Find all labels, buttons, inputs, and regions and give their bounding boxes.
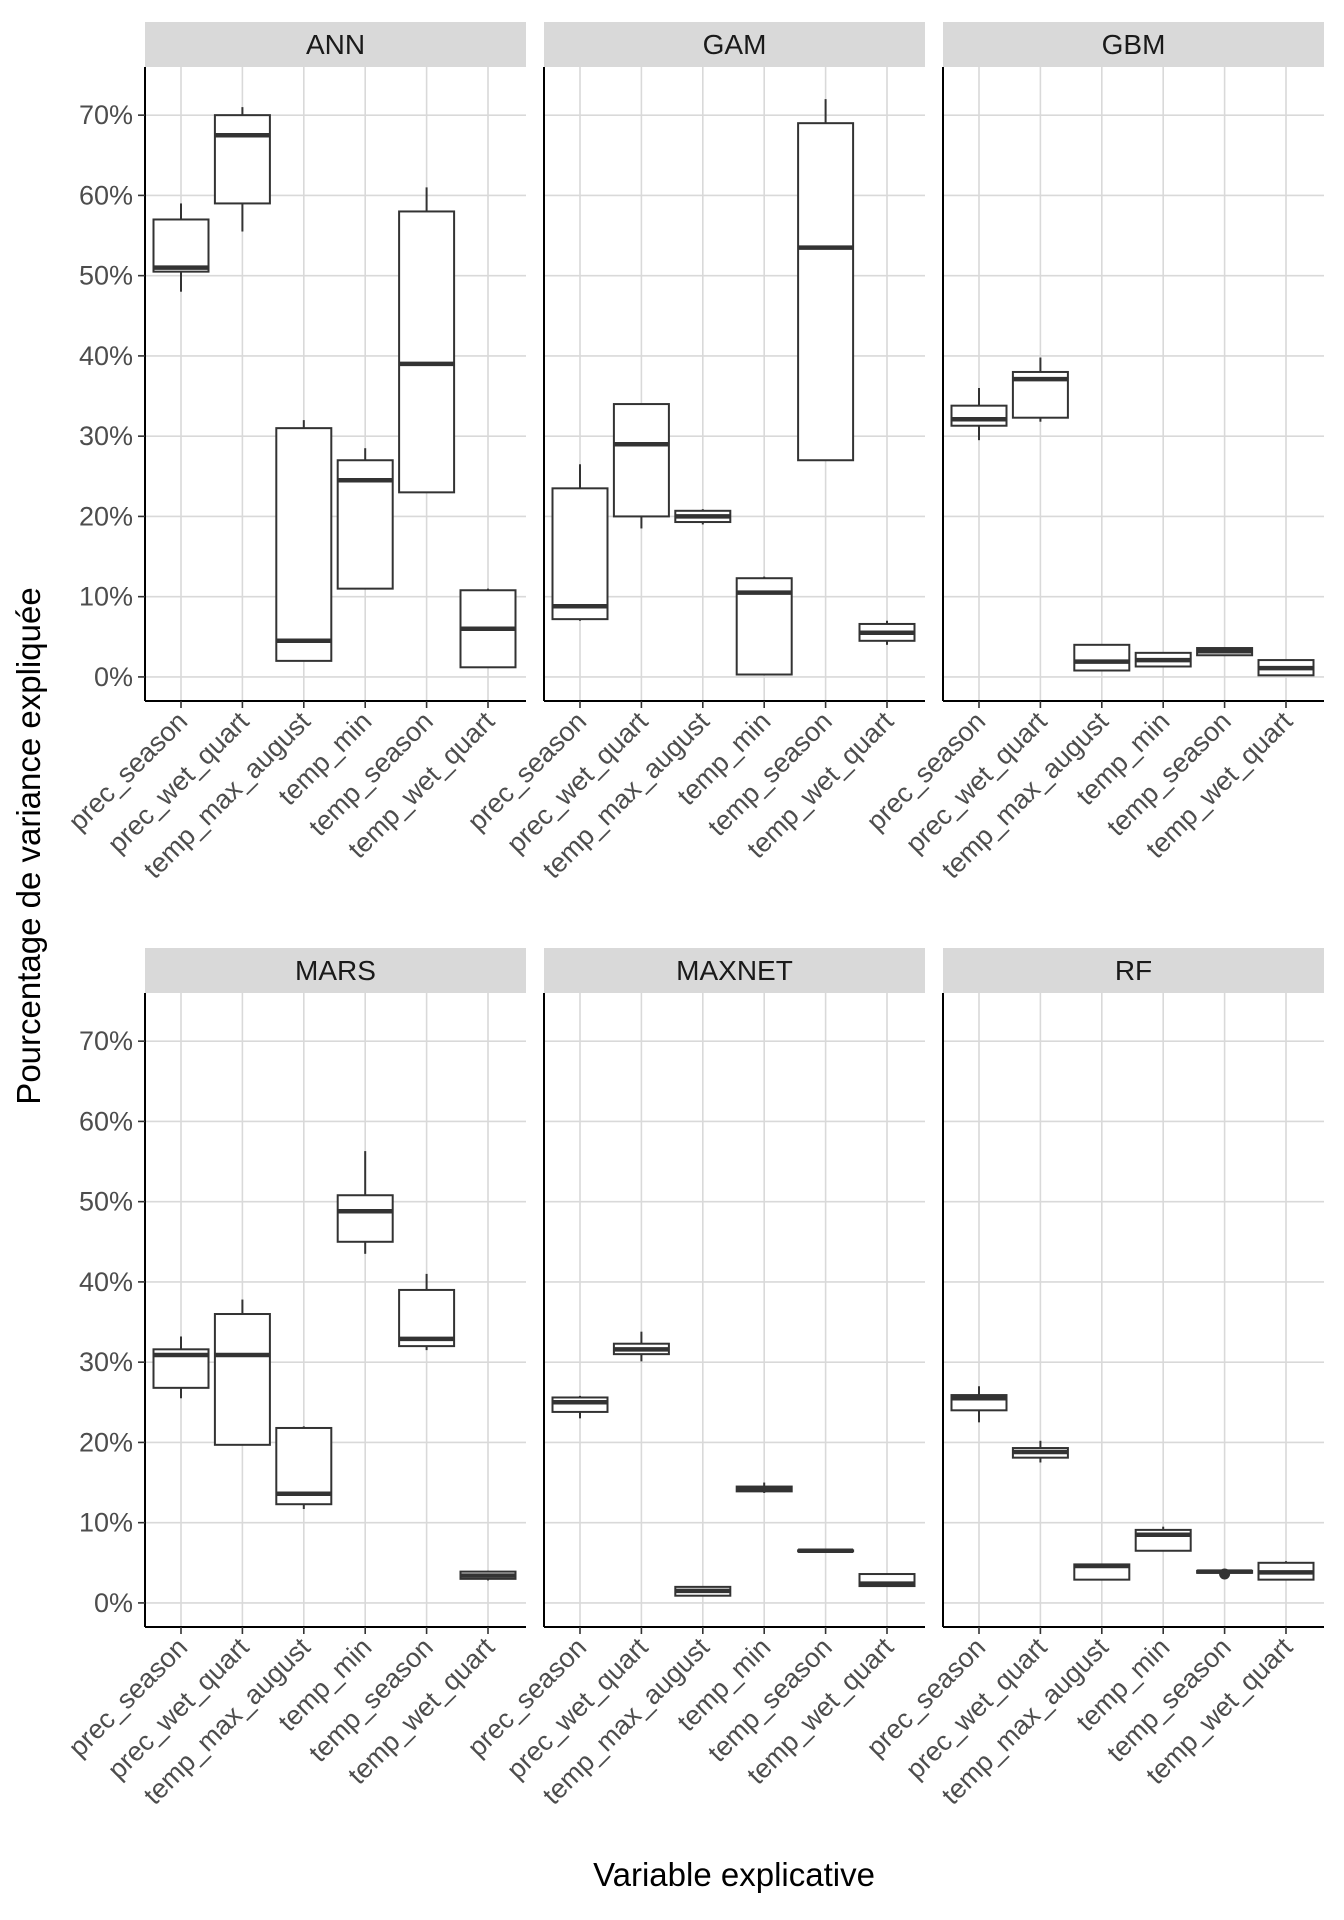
panel-strip-label: MARS [295,955,376,986]
box-temp-season [797,1548,855,1554]
panel-gam: GAMprec_seasonprec_wet_quarttemp_max_aug… [462,22,925,884]
box-prec-season [950,388,1008,441]
box-body [213,114,271,205]
box-temp-min [1134,1526,1192,1552]
outlier-point [1219,1568,1231,1580]
y-tick-label: 60% [79,1106,133,1136]
y-tick-label: 10% [79,582,133,612]
panel-maxnet: MAXNETprec_seasonprec_wet_quarttemp_max_… [462,948,925,1810]
box-temp-wet-quart [858,1573,916,1588]
box-temp-min [1134,651,1192,668]
box-body [551,1396,609,1413]
box-prec-wet-quart [213,107,271,232]
y-tick-label: 20% [79,501,133,531]
y-tick-label: 70% [79,100,133,130]
box-temp-max-august [275,420,333,662]
y-tick-label: 0% [94,1588,133,1618]
box-temp-wet-quart [459,588,517,669]
box-temp-wet-quart [1257,1561,1315,1581]
box-prec-wet-quart [612,403,670,529]
panel-strip-label: GAM [703,29,767,60]
box-body [1073,643,1131,672]
box-temp-max-august [1073,643,1131,672]
box-prec-season [152,203,210,292]
box-prec-wet-quart [1011,357,1069,422]
box-temp-season [1196,647,1254,657]
box-temp-min [336,448,394,590]
y-tick-label: 50% [79,261,133,291]
box-prec-wet-quart [213,1299,271,1446]
box-body [336,1194,394,1243]
box-temp-min [336,1151,394,1254]
box-body [152,218,210,273]
box-body [275,427,333,662]
box-temp-wet-quart [459,1570,517,1581]
y-tick-label: 20% [79,1427,133,1457]
y-tick-label: 60% [79,180,133,210]
box-temp-wet-quart [1257,659,1315,677]
box-temp-wet-quart [858,620,916,645]
box-prec-season [950,1386,1008,1423]
box-body [612,403,670,518]
box-temp-season [398,1273,456,1351]
box-body [797,122,855,462]
box-temp-max-august [275,1426,333,1510]
panel-strip [145,948,526,993]
panel-strip-label: GBM [1102,29,1166,60]
box-body [398,210,456,494]
panel-strip-label: MAXNET [676,955,793,986]
box-temp-min [735,1482,793,1493]
y-tick-label: 40% [79,1267,133,1297]
x-axis-title: Variable explicative [593,1856,875,1893]
box-body [275,1426,333,1506]
y-axis-title: Pourcentage de variance expliquée [10,587,47,1104]
box-body [213,1313,271,1446]
y-tick-label: 50% [79,1187,133,1217]
panel-strip [544,22,925,67]
box-prec-season [551,464,609,621]
y-tick-label: 30% [79,1347,133,1377]
box-prec-wet-quart [612,1331,670,1362]
box-temp-min [735,576,793,676]
box-prec-season [152,1336,210,1399]
box-temp-max-august [674,1585,732,1597]
panel-strip [943,948,1324,993]
y-tick-label: 10% [79,1508,133,1538]
y-tick-label: 0% [94,662,133,692]
panel-strip [544,948,925,993]
box-body [551,487,609,621]
box-body [950,404,1008,427]
box-prec-season [551,1395,609,1419]
y-tick-label: 40% [79,341,133,371]
box-temp-max-august [674,509,732,525]
panel-strip-label: RF [1115,955,1152,986]
box-temp-season [398,187,456,494]
panel-strip [943,22,1324,67]
box-temp-max-august [1073,1563,1131,1581]
y-tick-label: 30% [79,421,133,451]
y-tick-label: 70% [79,1026,133,1056]
panel-strip-label: ANN [306,29,365,60]
panel-strip [145,22,526,67]
box-prec-wet-quart [1011,1440,1069,1463]
box-temp-season [797,99,855,462]
